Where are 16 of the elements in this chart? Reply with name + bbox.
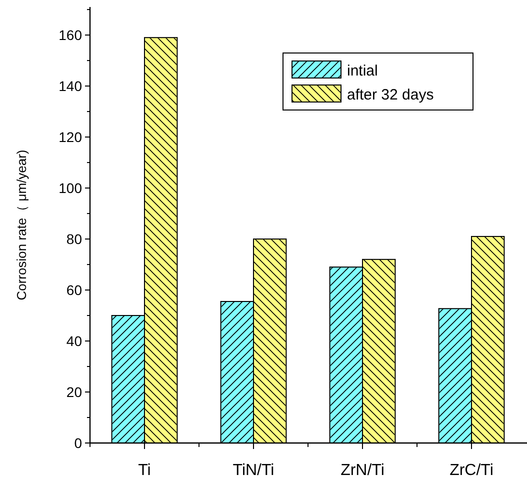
- x-tick-label: TiN/Ti: [232, 462, 274, 479]
- legend-label: after 32 days: [347, 86, 434, 104]
- y-axis-title: Corrosion rate（ μm/year): [14, 150, 29, 300]
- x-tick-label: ZrN/Ti: [340, 462, 384, 479]
- y-tick-label: 20: [66, 384, 82, 400]
- y-tick-label: 60: [66, 282, 82, 298]
- x-tick-label: Ti: [138, 462, 151, 479]
- y-tick-label: 120: [58, 128, 82, 145]
- y-tick-label: 160: [58, 26, 82, 43]
- y-tick-label: 80: [66, 230, 82, 247]
- y-tick-label: 40: [66, 332, 82, 349]
- legend-label: intial: [347, 62, 378, 80]
- x-tick-label: ZrC/Ti: [450, 462, 494, 479]
- y-tick-label: 100: [58, 180, 82, 196]
- y-tick-label: 140: [58, 78, 82, 94]
- y-tick-label: 0: [74, 434, 82, 451]
